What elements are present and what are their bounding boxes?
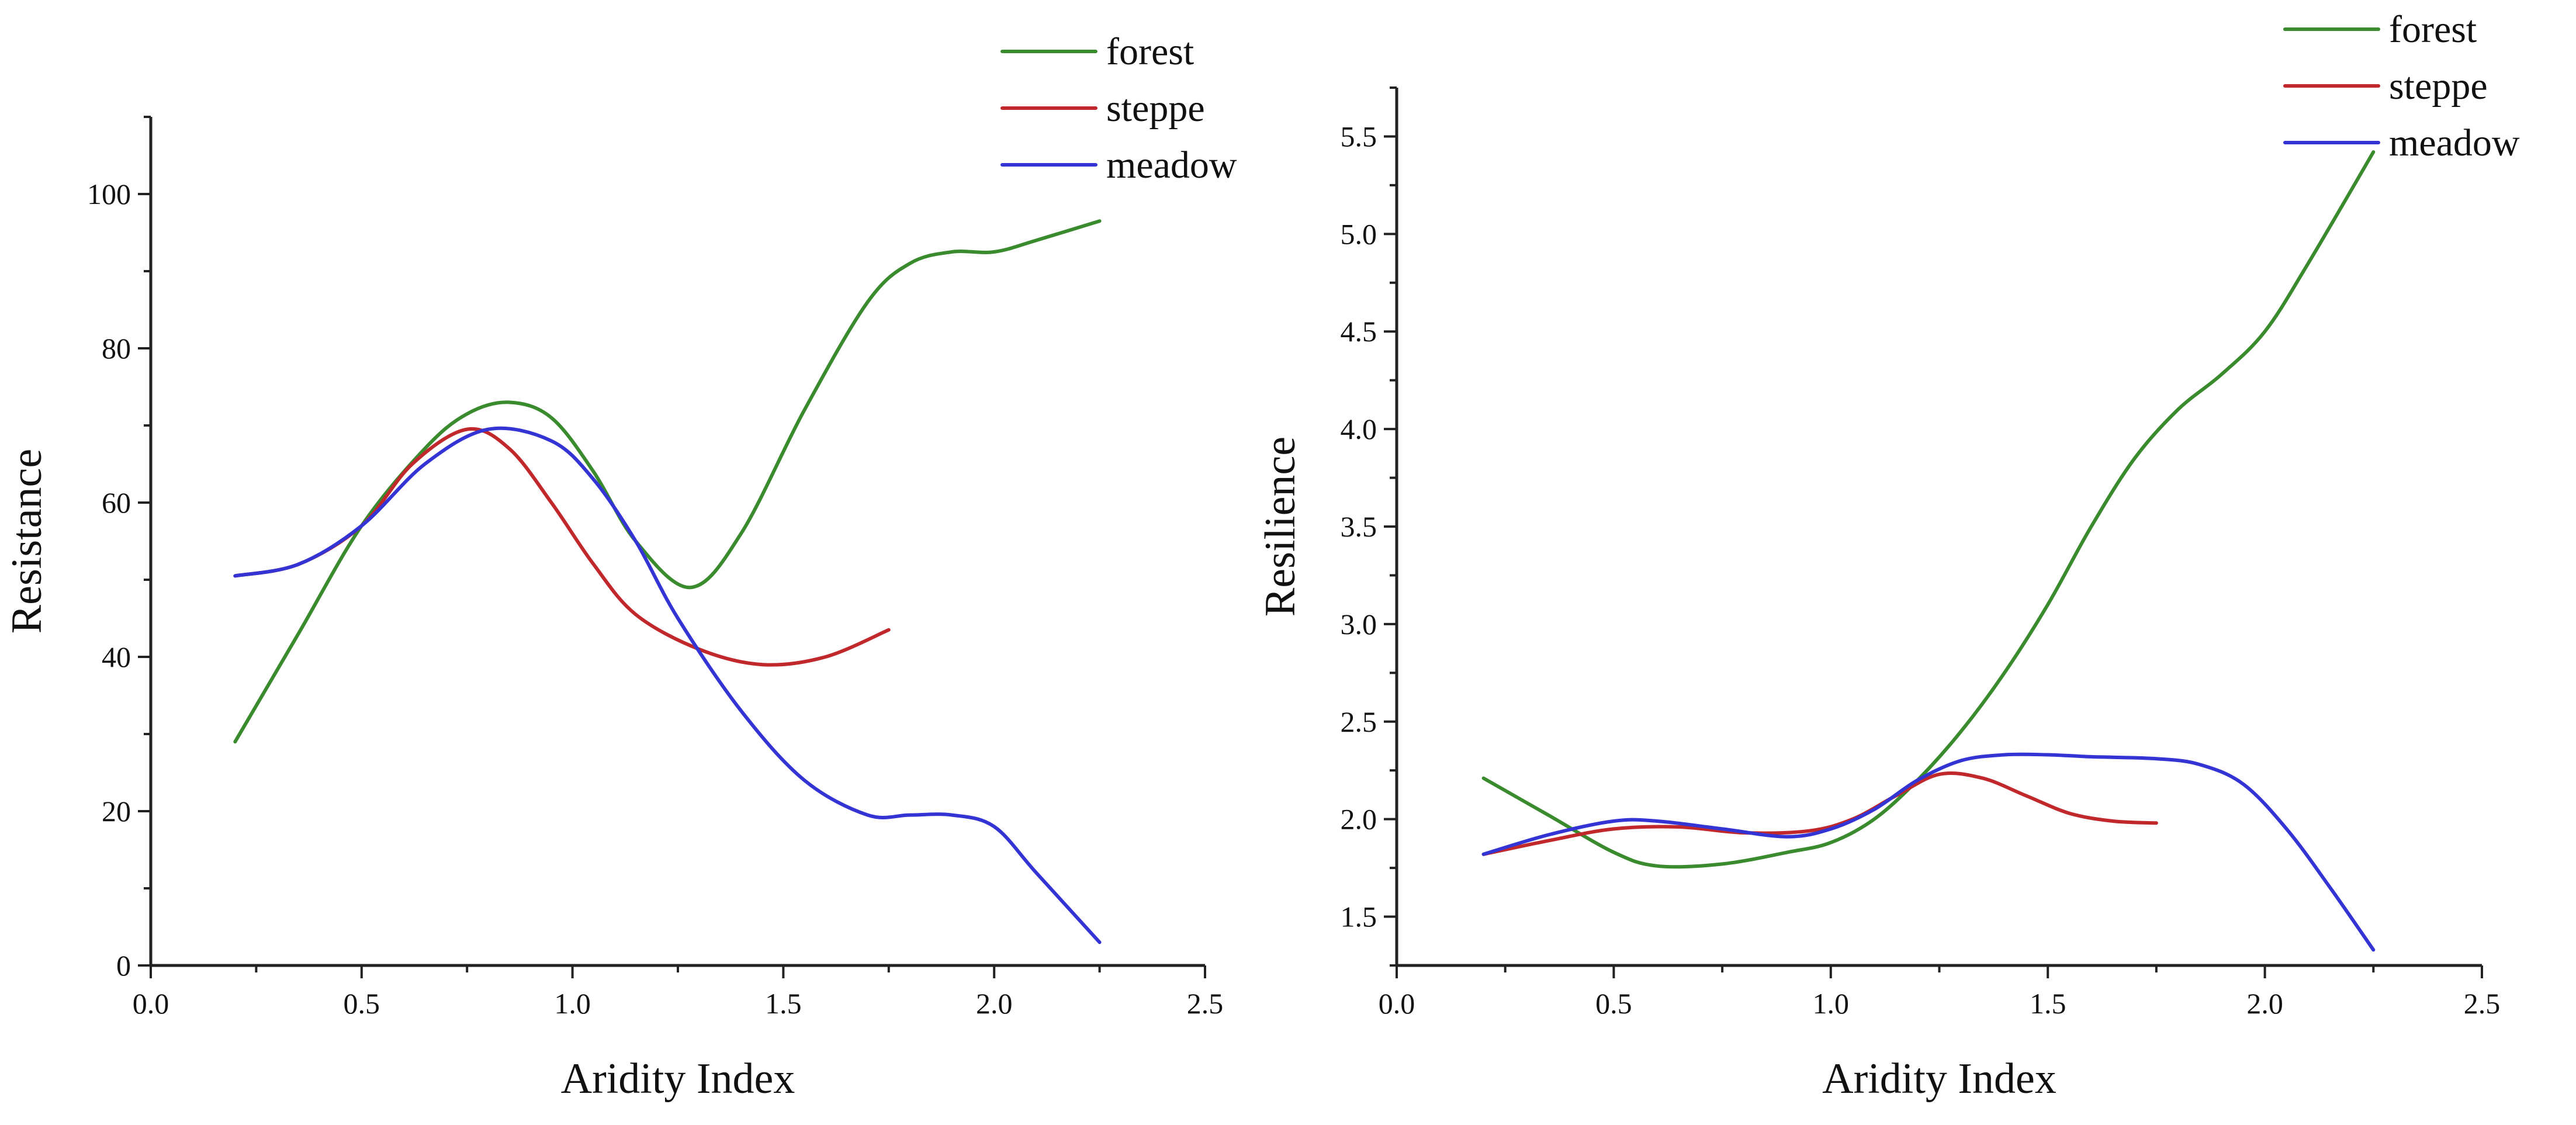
y-tick-label: 4.5 bbox=[1341, 315, 1377, 348]
series-line-steppe bbox=[1481, 771, 2158, 856]
x-axis-title: Aridity Index bbox=[561, 1055, 795, 1103]
series-line-meadow bbox=[233, 426, 1102, 944]
legend-label-forest: forest bbox=[2389, 8, 2477, 51]
y-tick-label: 0 bbox=[116, 949, 131, 982]
legend-label-steppe: steppe bbox=[2389, 65, 2488, 108]
x-tick-label: 1.0 bbox=[554, 987, 591, 1020]
y-tick-label: 3.5 bbox=[1341, 510, 1377, 543]
x-tick-label: 1.5 bbox=[2030, 987, 2066, 1020]
x-tick-label: 0.5 bbox=[1595, 987, 1632, 1020]
x-tick-label: 0.0 bbox=[133, 987, 169, 1020]
x-tick-label: 2.0 bbox=[2246, 987, 2283, 1020]
series-line-forest bbox=[233, 219, 1102, 744]
y-tick-label: 1.5 bbox=[1341, 901, 1377, 933]
y-tick-label: 5.0 bbox=[1341, 217, 1377, 250]
y-tick-label: 2.0 bbox=[1341, 803, 1377, 836]
y-tick-label: 3.0 bbox=[1341, 608, 1377, 641]
resilience-chart: 0.0 0.5 1.0 1.5 2.0 2.5 1.5 2.0 2.5 3.0 3.5 4.0 4.5 5… bbox=[1256, 8, 2520, 1103]
series-line-meadow bbox=[1481, 752, 2376, 952]
y-tick-label: 40 bbox=[102, 641, 131, 673]
y-axis-title: Resistance bbox=[3, 449, 51, 634]
y-tick-label: 4.0 bbox=[1341, 413, 1377, 445]
y-tick-label: 80 bbox=[102, 332, 131, 365]
y-tick-label: 60 bbox=[102, 486, 131, 519]
legend-label-meadow: meadow bbox=[1106, 144, 1237, 186]
x-tick-label: 1.0 bbox=[1813, 987, 1850, 1020]
series-line-forest bbox=[1481, 150, 2376, 869]
x-tick-label: 0.5 bbox=[344, 987, 380, 1020]
y-tick-label: 20 bbox=[102, 795, 131, 828]
x-tick-label: 1.5 bbox=[765, 987, 802, 1020]
legend-label-steppe: steppe bbox=[1106, 87, 1205, 130]
legend-label-forest: forest bbox=[1106, 30, 1194, 73]
x-tick-label: 0.0 bbox=[1379, 987, 1415, 1020]
x-axis-title: Aridity Index bbox=[1822, 1055, 2056, 1103]
y-axis-title: Resilience bbox=[1256, 437, 1304, 617]
y-tick-label: 100 bbox=[87, 178, 131, 210]
y-tick-label: 5.5 bbox=[1341, 120, 1377, 153]
x-tick-label: 2.5 bbox=[1187, 987, 1224, 1020]
y-tick-label: 2.5 bbox=[1341, 705, 1377, 738]
legend-label-meadow: meadow bbox=[2389, 122, 2520, 164]
x-tick-label: 2.5 bbox=[2464, 987, 2501, 1020]
resistance-chart: 0.0 0.5 1.0 1.5 2.0 2.5 0 20 40 60 80 100 Aridity In… bbox=[3, 30, 1237, 1103]
x-tick-label: 2.0 bbox=[976, 987, 1013, 1020]
